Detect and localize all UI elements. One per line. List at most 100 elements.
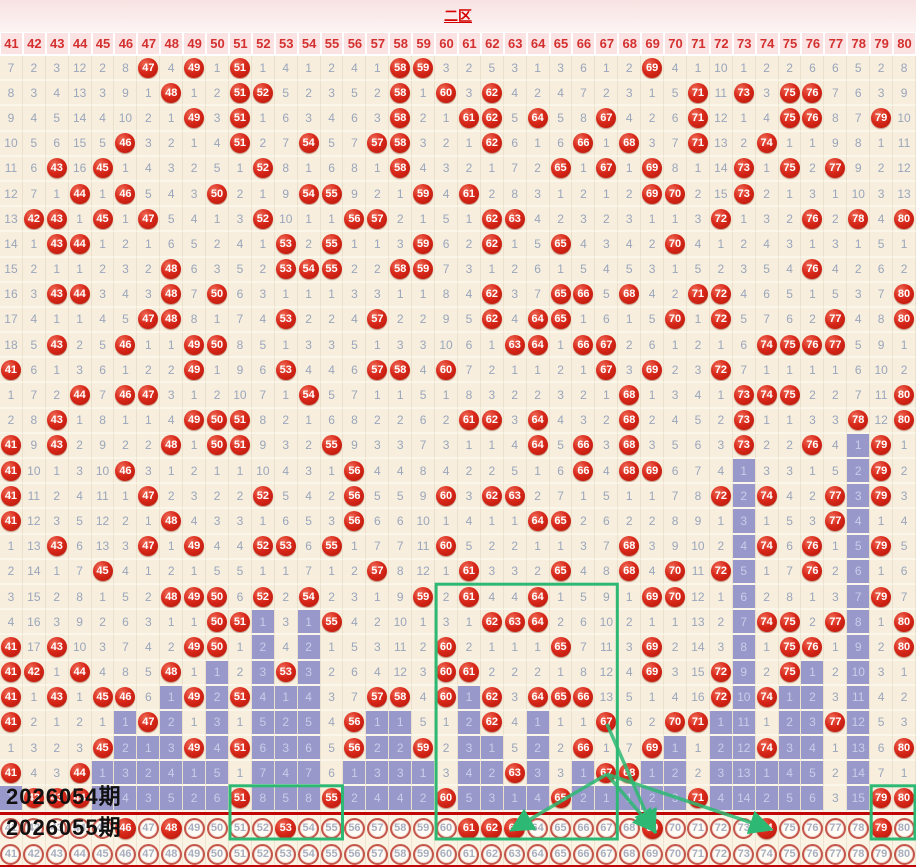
cell-r11-n63: 4 [503,307,527,334]
next-period-ball-46[interactable]: 46 [114,817,136,839]
cell-r16-n71: 6 [686,433,710,459]
next-period-ball-70[interactable]: 70 [664,817,686,839]
next-period-ball-76[interactable]: 76 [801,817,823,839]
cell-r18-n52: 52 [251,484,275,510]
next-period-ball-43[interactable]: 43 [46,817,68,839]
drawn-ball-49: 49 [184,334,205,355]
next-period-ball-41[interactable]: 41 [0,817,22,839]
cell-r13-n62: 2 [480,358,504,384]
next-period-ball-69[interactable]: 69 [641,817,663,839]
next-period-ball-66[interactable]: 66 [572,817,594,839]
cell-r20-n52: 52 [251,534,275,560]
cell-r12-n57: 1 [366,333,390,359]
cell-r1-n48: 4 [160,56,184,82]
cell-r28-n66: 66 [572,736,596,762]
next-period-ball-59[interactable]: 59 [412,817,434,839]
next-period-ball-51[interactable]: 51 [229,817,251,839]
next-period-ball-79[interactable]: 79 [870,817,892,839]
next-period-ball-53[interactable]: 53 [275,817,297,839]
next-period-ball-80[interactable]: 80 [893,817,915,839]
cell-r3-n62: 62 [480,106,504,132]
next-period-ball-45[interactable]: 45 [92,817,114,839]
cell-r13-n78: 6 [847,358,871,384]
cell-r22-n64: 64 [526,584,550,611]
next-period-ball-63[interactable]: 63 [504,817,526,839]
next-period-ball-55[interactable]: 55 [321,817,343,839]
next-period-ball-48[interactable]: 48 [160,817,182,839]
drawn-ball-48: 48 [161,309,182,330]
cell-r22-n47: 2 [137,584,161,611]
cell-r9-n48: 48 [160,257,184,283]
cell-r11-n64: 64 [526,307,550,334]
cell-r1-n80: 8 [893,56,916,82]
cell-r1-n56: 4 [343,56,367,82]
next-period-ball-57[interactable]: 57 [366,817,388,839]
axis-ball-59: 59 [412,843,434,865]
cell-r22-n72: 1 [709,584,733,611]
cell-r2-n63: 4 [503,81,527,107]
next-period-ball-73[interactable]: 73 [733,817,755,839]
cell-r3-n59: 2 [412,106,436,132]
cell-r3-n61: 61 [457,106,481,132]
cell-r9-n70: 1 [664,257,687,283]
cell-r19-n74: 1 [755,509,779,535]
next-period-ball-58[interactable]: 58 [389,817,411,839]
next-period-ball-61[interactable]: 61 [458,817,480,839]
cell-r5-n71: 1 [686,156,710,182]
cell-r7-n41: 13 [0,207,23,233]
cell-r2-n73: 73 [732,81,756,107]
next-period-ball-62[interactable]: 62 [481,817,503,839]
next-period-ball-72[interactable]: 72 [710,817,732,839]
cell-r19-n68: 2 [618,509,642,535]
next-period-ball-50[interactable]: 50 [206,817,228,839]
next-period-ball-47[interactable]: 47 [137,817,159,839]
cell-r12-n48: 1 [160,333,184,359]
next-period-ball-67[interactable]: 67 [595,817,617,839]
cell-r4-n51: 51 [228,131,252,157]
cell-r24-n41: 41 [0,635,23,661]
next-period-ball-68[interactable]: 68 [618,817,640,839]
trend-row-25: 41 42 1 44 4 8 5 48 1 1 2 3 53 3 2 6 4 12 3 60 61 2 2 2 1 8 12 4 69 3… [0,660,916,686]
next-period-ball-52[interactable]: 52 [252,817,274,839]
next-period-ball-42[interactable]: 42 [23,817,45,839]
trend-grid: 7 2 3 12 2 8 47 4 49 1 51 1 4 1 2 4 1 58 59 3 2 5 3 1 3 6 1 2 69 4 1 10… [0,56,916,812]
cell-r8-n76: 1 [801,232,825,258]
next-period-ball-64[interactable]: 64 [527,817,549,839]
cell-r14-n42: 7 [22,383,46,409]
next-period-ball-56[interactable]: 56 [343,817,365,839]
cell-r27-n74: 1 [755,710,779,737]
cell-r22-n75: 8 [778,584,802,611]
next-period-ball-78[interactable]: 78 [847,817,869,839]
drawn-ball-60: 60 [436,359,457,380]
drawn-ball-72: 72 [710,309,731,330]
next-period-cell-77: 77 [824,815,848,841]
next-period-ball-49[interactable]: 49 [183,817,205,839]
cell-r12-n53: 1 [274,333,298,359]
drawn-ball-45: 45 [92,561,113,582]
cell-r8-n48: 6 [160,232,184,258]
next-period-ball-54[interactable]: 54 [298,817,320,839]
cell-r14-n59: 5 [412,383,436,409]
cell-r6-n71: 2 [686,181,710,208]
cell-r7-n66: 3 [572,207,596,233]
next-period-ball-65[interactable]: 65 [550,817,572,839]
axis-cell-76: 76 [801,841,825,865]
drawn-ball-70: 70 [665,561,686,582]
cell-r14-n57: 1 [366,383,390,409]
next-period-ball-44[interactable]: 44 [69,817,91,839]
drawn-ball-62: 62 [481,712,502,733]
next-period-ball-71[interactable]: 71 [687,817,709,839]
cell-r5-n74: 1 [755,156,779,182]
cell-r26-n57: 57 [366,685,390,711]
cell-r7-n75: 2 [778,207,802,233]
drawn-ball-60: 60 [436,82,457,103]
next-period-ball-77[interactable]: 77 [824,817,846,839]
cell-r27-n41: 41 [0,710,23,737]
trend-row-14: 1 7 2 44 7 46 47 3 1 2 10 7 1 54 5 7 1 1 5 1 8 3 2 2 3 2 1 68 1 3 4 1 73… [0,383,916,409]
next-period-ball-74[interactable]: 74 [756,817,778,839]
next-period-ball-75[interactable]: 75 [779,817,801,839]
cell-r4-n52: 2 [251,131,275,157]
drawn-ball-49: 49 [184,687,205,708]
drawn-ball-47: 47 [138,309,159,330]
next-period-ball-60[interactable]: 60 [435,817,457,839]
